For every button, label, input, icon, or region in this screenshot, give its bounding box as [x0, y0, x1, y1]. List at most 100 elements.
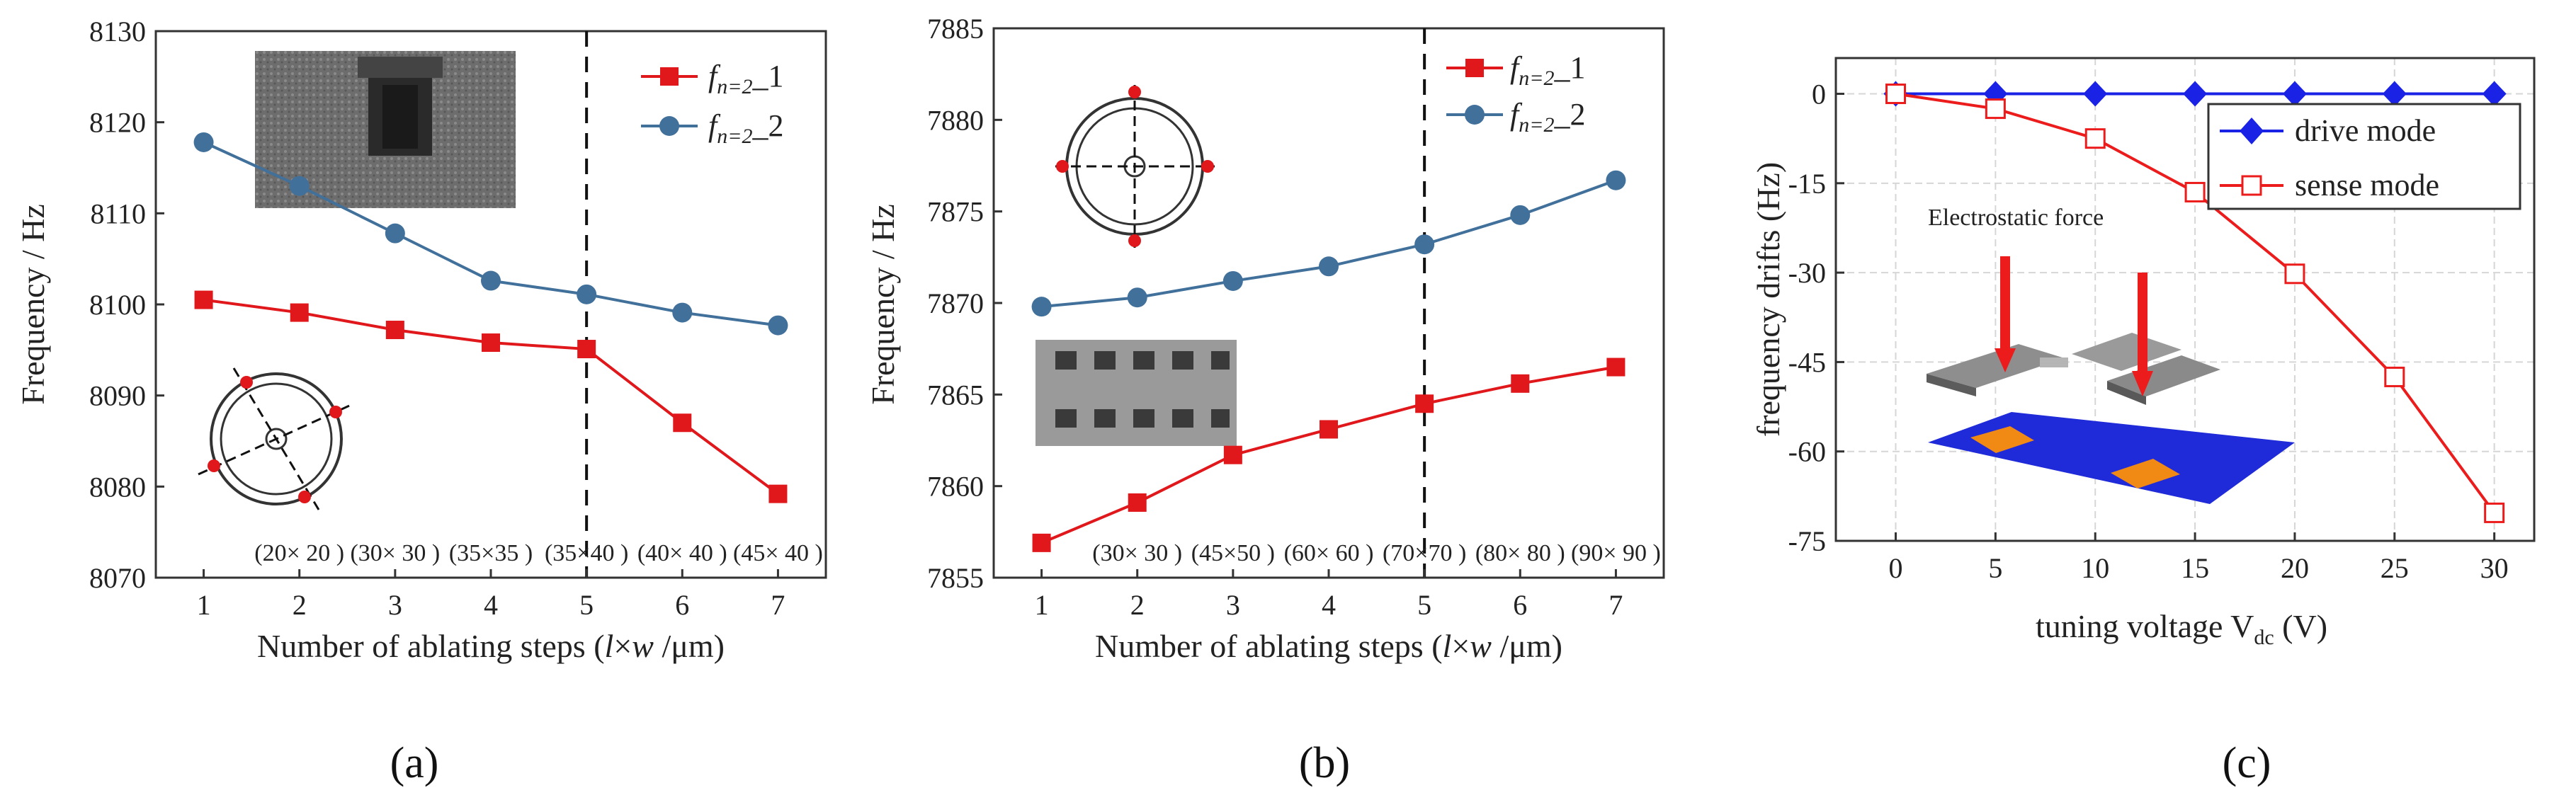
data-point-1 [1320, 420, 1338, 439]
data-point-1 [1511, 374, 1530, 393]
x-tick-label: 10 [2081, 552, 2109, 584]
x-tick-label: 20 [2281, 552, 2309, 584]
data-point-1 [290, 303, 309, 322]
y-tick-label: 7885 [927, 13, 984, 45]
panel-c-annotation: Electrostatic force [1928, 205, 2104, 231]
data-point-2 [193, 132, 214, 152]
data-point-1 [577, 340, 596, 359]
y-tick-label: 7860 [927, 471, 984, 503]
x-tick-label: 7 [1608, 589, 1623, 621]
panel-c: Electrostatic force 0 5 10 15 20 25 30 0 -15 -30 -… [1750, 57, 2536, 787]
y-tick-label: -15 [1788, 168, 1826, 200]
data-point-2 [2384, 366, 2405, 387]
y-tick-label: 7875 [927, 196, 984, 228]
y-tick-label: -60 [1788, 436, 1826, 468]
x-tick-label: 6 [1513, 589, 1527, 621]
data-point-1 [1032, 533, 1051, 552]
x-tick-label: 3 [388, 589, 402, 621]
panel-b-caption: (b) [1299, 739, 1350, 787]
step-size-label: (30× 30 ) [1092, 540, 1182, 566]
panel-a-inset-ring [198, 367, 355, 510]
data-point-2 [2484, 502, 2505, 523]
step-size-label: (35×40 ) [545, 540, 628, 566]
data-point-2 [1414, 234, 1435, 255]
series-line-2 [1041, 178, 1617, 309]
step-size-label: (30× 30 ) [350, 540, 440, 566]
panel-b-legend-1: fn=2_1 [1510, 50, 1585, 90]
series-line-1 [203, 298, 779, 496]
x-tick-label: 4 [484, 589, 498, 621]
y-tick-label: -75 [1788, 525, 1826, 557]
panel-a: 1 2 3 4 5 6 7 8070 8080 8090 8100 8110 8120 8130 (20×… [15, 16, 827, 787]
x-tick-label: 6 [675, 589, 689, 621]
panel-c-xlabel: tuning voltage Vdc (V) [2036, 608, 2327, 649]
data-point-1 [2183, 81, 2208, 107]
panel-c-plot-frame [1834, 57, 2536, 542]
data-point-2 [2184, 181, 2206, 202]
y-tick-label: 8090 [89, 380, 146, 412]
panel-c-legend-1: drive mode [2295, 113, 2436, 148]
data-point-2 [385, 223, 405, 244]
x-tick-label: 1 [1035, 589, 1049, 621]
panel-a-caption: (a) [390, 739, 439, 787]
data-point-1 [194, 290, 213, 309]
step-size-label: (45×50 ) [1191, 540, 1275, 566]
panel-c-legend: drive mode sense mode [2207, 103, 2521, 210]
data-point-2 [289, 176, 310, 196]
data-point-2 [768, 315, 788, 336]
data-point-2 [672, 302, 693, 323]
y-tick-label: 7855 [927, 562, 984, 594]
y-tick-label: 8130 [89, 16, 146, 47]
y-tick-label: 8080 [89, 471, 146, 503]
x-tick-label: 5 [1417, 589, 1431, 621]
data-point-1 [1128, 493, 1147, 512]
y-tick-label: 7865 [927, 379, 984, 411]
data-point-1 [2382, 81, 2407, 107]
data-point-2 [1510, 205, 1531, 225]
data-point-1 [385, 321, 404, 340]
panel-b-ylabel: Frequency / Hz [865, 204, 901, 405]
data-point-2 [577, 284, 597, 304]
data-point-1 [482, 333, 500, 353]
panel-c-caption: (c) [2223, 739, 2271, 787]
y-tick-label: 7870 [927, 287, 984, 319]
data-point-2 [2284, 263, 2305, 285]
x-tick-label: 2 [1130, 589, 1145, 621]
data-point-2 [1127, 287, 1147, 308]
panel-b-legend: fn=2_1 fn=2_2 [1446, 50, 1585, 137]
panel-b-xlabel: Number of ablating steps (l×w /μm) [1095, 628, 1562, 664]
data-point-2 [1985, 98, 2006, 120]
panel-b: 1 2 3 4 5 6 7 7855 7860 7865 7870 7875 7880 7885 (30×… [865, 13, 1665, 787]
panel-a-legend: fn=2_1 fn=2_2 [641, 59, 783, 148]
step-size-label: (70×70 ) [1383, 540, 1466, 566]
y-tick-label: 8110 [90, 198, 146, 229]
step-size-label: (20× 20 ) [254, 540, 344, 566]
y-tick-label: -45 [1788, 346, 1826, 378]
y-tick-label: 7880 [927, 104, 984, 136]
data-point-1 [2282, 81, 2307, 107]
data-point-2 [2084, 128, 2106, 149]
panel-c-ylabel: frequency drifts (Hz) [1750, 162, 1786, 437]
panel-c-inset-device: Electrostatic force [1927, 205, 2295, 504]
x-tick-label: 3 [1226, 589, 1240, 621]
y-tick-label: 8100 [89, 289, 146, 321]
step-size-label: (35×35 ) [449, 540, 533, 566]
panel-a-ylabel: Frequency / Hz [15, 204, 51, 405]
panel-b-legend-2: fn=2_2 [1510, 97, 1585, 137]
x-tick-label: 1 [197, 589, 211, 621]
panel-a-xlabel: Number of ablating steps (l×w /μm) [257, 628, 725, 664]
x-tick-label: 5 [579, 589, 594, 621]
panel-a-legend-1: fn=2_1 [708, 59, 783, 98]
data-point-1 [1223, 445, 1242, 464]
y-tick-label: 0 [1812, 79, 1826, 110]
data-point-2 [1885, 84, 1907, 105]
x-tick-label: 25 [2381, 552, 2409, 584]
y-tick-label: 8120 [89, 107, 146, 139]
panel-b-inset-sem [1035, 340, 1237, 446]
x-tick-label: 30 [2480, 552, 2509, 584]
panel-c-legend-2: sense mode [2295, 168, 2439, 202]
x-tick-label: 4 [1322, 589, 1336, 621]
data-point-1 [1606, 358, 1625, 377]
step-size-label: (40× 40 ) [637, 540, 727, 566]
